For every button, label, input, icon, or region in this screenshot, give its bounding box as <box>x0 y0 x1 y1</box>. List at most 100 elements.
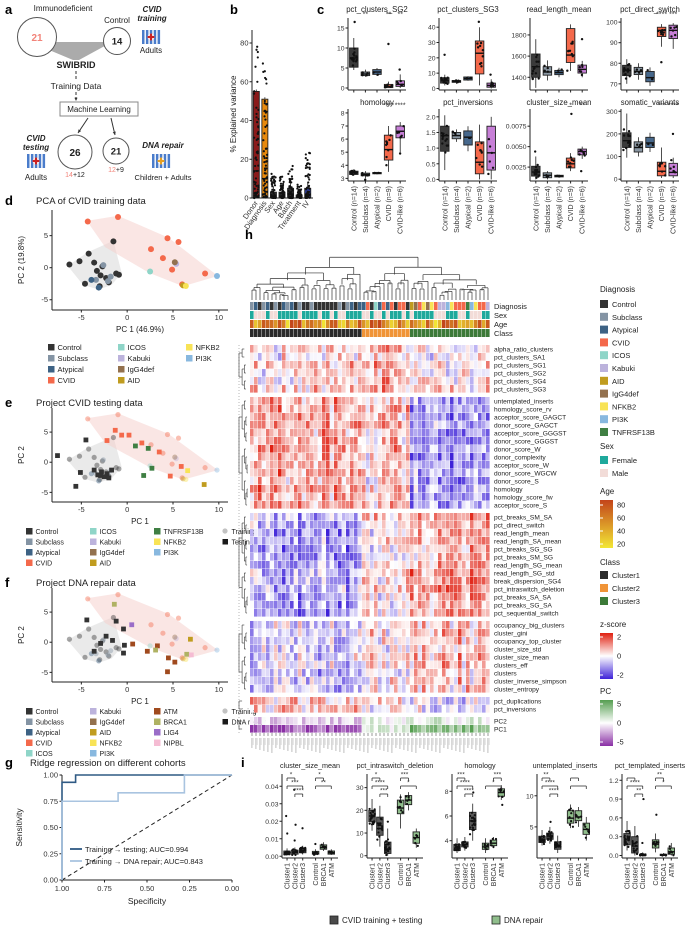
svg-text:-5: -5 <box>78 685 85 694</box>
square-Control <box>121 626 126 632</box>
svg-text:0: 0 <box>125 685 129 694</box>
point-CVID <box>85 416 91 422</box>
svg-text:-5: -5 <box>41 295 48 304</box>
svg-text:0: 0 <box>341 86 345 93</box>
legend-swatch-PI3K <box>186 355 193 362</box>
point-Control <box>113 465 119 471</box>
svg-text:5: 5 <box>44 608 48 617</box>
c-xtick: Subclass (n=4) <box>454 186 461 233</box>
ann-label-Diagnosis: Diagnosis <box>494 302 527 311</box>
diag-label-CVID: CVID <box>612 338 631 347</box>
i-xtick-BRCA1: BRCA1 <box>406 863 413 886</box>
i-title-pct_intraswitch_deletion: pct_intraswitch_deletion <box>357 761 434 770</box>
legend-swatch-Kabuki <box>90 538 97 545</box>
panel-g-ylabel: Sensitivity <box>14 808 24 847</box>
legend-swatch-IgG4def <box>90 718 97 725</box>
c-xtick: CVID (n=9) <box>568 186 575 221</box>
i-xtick-Control: Control <box>653 863 660 886</box>
legend-title-class: Class <box>600 558 620 567</box>
c-xtick: Subclass (n=4) <box>545 186 552 233</box>
i-legend-label-1: DNA repair <box>504 916 543 925</box>
i-xtick-Control: Control <box>313 863 320 886</box>
panel-f-xlabel: PC 1 <box>131 697 149 706</box>
i-title-pct_templated_inserts: pct_templated_inserts <box>615 761 685 770</box>
svg-text:10: 10 <box>337 46 345 53</box>
square-BRCA1 <box>111 601 117 607</box>
panel-b-tick-IV: IV <box>300 199 311 210</box>
legend-label-LIG4: LIG4 <box>164 730 179 737</box>
svg-text:100: 100 <box>606 20 618 27</box>
dna-repair-circle <box>102 137 130 165</box>
heatmap-row-read_length_mean: read_length_mean <box>494 530 549 537</box>
square-TNFRSF13B <box>133 443 138 449</box>
point-AID <box>180 656 186 662</box>
point-Control <box>76 633 83 639</box>
legend-label-ICOS: ICOS <box>100 529 117 536</box>
sig-mark: * <box>290 772 293 779</box>
svg-text:200: 200 <box>606 131 618 138</box>
svg-text:0.25: 0.25 <box>182 884 197 893</box>
svg-text:training: training <box>137 14 166 23</box>
i-legend-swatch-1 <box>491 915 501 925</box>
svg-text:1400: 1400 <box>511 75 526 82</box>
point-Control <box>116 646 122 652</box>
panel-b-label: b <box>230 2 238 17</box>
hull-cvid <box>86 593 218 660</box>
sig-mark: * <box>478 103 481 110</box>
class-label-Cluster1: Cluster1 <box>612 571 640 580</box>
svg-text:0.75: 0.75 <box>97 884 112 893</box>
hull-cvid <box>86 413 218 480</box>
diag-label-TNFRSF13B: TNFRSF13B <box>612 428 655 437</box>
panel-d-title: PCA of CVID training data <box>36 196 146 207</box>
i-xtick-Cluster3: Cluster3 <box>555 863 562 889</box>
sex-label-Male: Male <box>612 469 628 478</box>
svg-text:-5: -5 <box>78 505 85 514</box>
sig-mark: * <box>375 772 378 779</box>
svg-text:1.5: 1.5 <box>426 130 436 137</box>
legend-title-sex: Sex <box>600 442 614 451</box>
class-label-Cluster3: Cluster3 <box>612 597 640 606</box>
panel-h-label: h <box>245 227 253 242</box>
pc-tick-0: 0 <box>617 719 621 728</box>
square-Control <box>110 638 115 643</box>
point-Control <box>115 271 122 278</box>
dna-count: 21 <box>111 147 122 158</box>
point-Atypical <box>95 284 102 291</box>
sig-mark: ** <box>363 12 369 19</box>
legend-label-Control: Control <box>58 343 83 352</box>
legend-swatch-Atypical <box>26 729 33 736</box>
i-title-cluster_size_mean: cluster_size_mean <box>280 761 340 770</box>
heatmap-row-cluster_size_mean: cluster_size_mean <box>494 654 549 661</box>
diag-label-NFKB2: NFKB2 <box>612 402 636 411</box>
diag-swatch-Subclass <box>600 312 608 321</box>
point-PI3K <box>214 467 220 473</box>
heatmap-row-pct_clusters_SG1: pct_clusters_SG1 <box>494 362 546 369</box>
point-CVID <box>169 461 175 467</box>
svg-text:40: 40 <box>240 116 248 125</box>
sig-mark: * <box>407 780 410 787</box>
heatmap-row-cluster_entropy: cluster_entropy <box>494 686 540 693</box>
point-Control <box>66 456 73 462</box>
legend-label-Testing: Testing <box>232 540 254 547</box>
point-CVID <box>115 412 121 418</box>
square-Control <box>122 642 127 648</box>
square-Control <box>84 617 90 623</box>
square-ATM <box>172 659 178 665</box>
i-xtick-BRCA1: BRCA1 <box>321 863 328 886</box>
svg-text:0.00: 0.00 <box>225 884 240 893</box>
i-xtick-Control: Control <box>568 863 575 886</box>
i-xtick-Cluster2: Cluster2 <box>377 863 384 889</box>
cvid-testing-circle <box>57 134 93 170</box>
legend-swatch-ICOS <box>90 528 97 535</box>
heatmap-row-pct_clusters_SA1: pct_clusters_SA1 <box>494 354 546 361</box>
point-CVID <box>202 465 208 471</box>
heatmap-row-donor_score_GAGCT: donor_score_GAGCT <box>494 422 558 429</box>
point-Control <box>66 261 73 268</box>
i-xtick-Control: Control <box>483 863 490 886</box>
diag-label-ICOS: ICOS <box>612 351 630 360</box>
svg-text:15: 15 <box>337 26 345 33</box>
sig-mark: ** <box>397 12 403 19</box>
point-CVID <box>175 615 182 621</box>
point-Control <box>91 634 97 641</box>
point-Atypical <box>88 276 95 283</box>
